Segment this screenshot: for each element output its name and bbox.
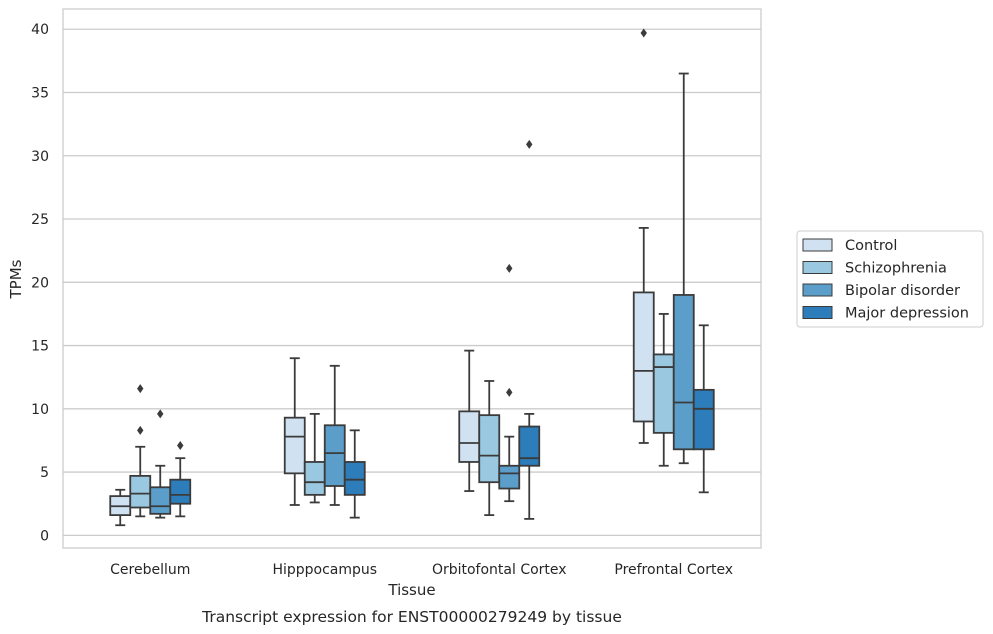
x-axis-label: Tissue xyxy=(387,581,435,599)
box-body xyxy=(672,294,695,451)
box-body xyxy=(149,486,172,515)
y-axis-ticks: 0 5 10 15 20 25 30 35 40 xyxy=(31,22,49,544)
y-tick-label: 35 xyxy=(31,86,49,102)
outlier-point xyxy=(137,384,144,394)
box xyxy=(303,412,326,504)
series-schizophrenia xyxy=(129,313,675,518)
y-tick-label: 5 xyxy=(40,465,49,481)
outlier-point xyxy=(137,425,144,435)
box xyxy=(478,380,501,517)
box xyxy=(109,488,132,527)
outlier-point xyxy=(157,409,164,419)
y-tick-label: 30 xyxy=(31,149,49,165)
legend-label: Control xyxy=(845,238,897,254)
y-tick-label: 0 xyxy=(40,528,49,544)
legend-label: Schizophrenia xyxy=(845,261,947,277)
outlier-point xyxy=(506,263,513,273)
legend-swatch xyxy=(802,283,833,297)
x-tick-label: Hipppocampus xyxy=(272,562,377,578)
y-tick-label: 15 xyxy=(31,339,49,355)
series-control xyxy=(109,28,655,527)
legend-label: Bipolar disorder xyxy=(845,283,960,299)
box xyxy=(518,139,541,520)
series-bipolar-disorder xyxy=(149,72,695,519)
y-tick-label: 25 xyxy=(31,212,49,228)
box-body xyxy=(458,410,481,463)
box-body xyxy=(518,425,541,467)
plot-frame xyxy=(62,8,762,549)
box xyxy=(632,28,655,444)
legend-label: Major depression xyxy=(845,306,969,322)
x-tick-label: Cerebellum xyxy=(110,562,190,578)
box-body xyxy=(692,388,715,451)
box xyxy=(498,263,521,503)
box-body xyxy=(283,416,306,475)
legend-swatch xyxy=(802,238,833,252)
grid-lines xyxy=(63,28,761,536)
box xyxy=(652,313,675,467)
box xyxy=(672,72,695,465)
box xyxy=(343,429,366,519)
box-body xyxy=(169,478,192,505)
box-body xyxy=(303,461,326,496)
outlier-point xyxy=(640,28,647,38)
legend-swatch xyxy=(802,261,833,274)
box xyxy=(149,409,172,519)
box-body xyxy=(498,464,521,490)
box-body xyxy=(632,291,655,423)
y-axis-label: TPMs xyxy=(7,259,25,299)
box-body xyxy=(129,474,152,509)
y-tick-label: 20 xyxy=(31,275,49,291)
box-body xyxy=(478,414,501,484)
legend: Control Schizophrenia Bipolar disorder Majo… xyxy=(796,230,984,328)
outlier-point xyxy=(506,387,513,397)
legend-frame xyxy=(796,230,984,328)
x-tick-label: Prefrontal Cortex xyxy=(614,562,733,578)
outlier-point xyxy=(177,441,184,451)
outlier-point xyxy=(526,139,533,149)
box-series xyxy=(109,28,715,527)
box xyxy=(458,349,481,492)
series-major-depression xyxy=(169,139,715,520)
y-tick-label: 10 xyxy=(31,402,49,418)
box xyxy=(323,364,346,506)
y-tick-label: 40 xyxy=(31,22,49,38)
legend-swatch xyxy=(802,306,833,319)
box xyxy=(129,384,152,518)
box-body xyxy=(323,424,346,487)
box xyxy=(692,324,715,494)
chart-caption: Transcript expression for ENST0000027924… xyxy=(201,608,622,626)
box-body xyxy=(343,461,366,496)
box xyxy=(283,357,306,506)
x-tick-label: Orbitofontal Cortex xyxy=(432,562,567,578)
box xyxy=(169,441,192,518)
x-axis-ticks: Cerebellum Hipppocampus Orbitofontal Corte… xyxy=(110,562,733,578)
